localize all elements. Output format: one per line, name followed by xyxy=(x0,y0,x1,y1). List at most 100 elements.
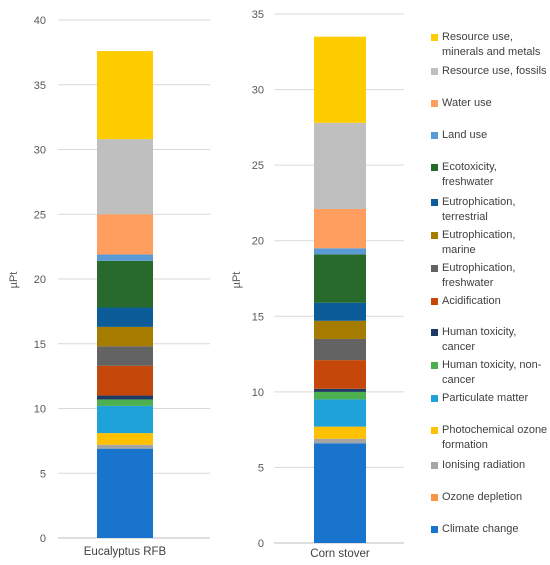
chart-panel-eucalyptus: 0 5 10 15 20 25 30 35 40 µPt Eucalyptus RFB xyxy=(8,15,210,558)
legend-label-line: Ionising radiation xyxy=(442,459,526,471)
y-tick-label: 35 xyxy=(252,9,264,21)
bar-segment-land-use xyxy=(97,254,153,261)
legend-label-line: Eutrophication, xyxy=(442,262,516,274)
y-tick-label: 5 xyxy=(258,462,264,474)
bar-segment-water-use xyxy=(314,208,366,249)
legend-label-line: cancer xyxy=(442,341,476,353)
legend-swatch xyxy=(431,34,438,41)
bar-segment-human-toxicity-cancer xyxy=(314,388,366,392)
y-tick-label: 15 xyxy=(34,339,46,351)
bar-segment-photochemical-ozone-formation xyxy=(97,433,153,445)
legend-swatch xyxy=(431,100,438,107)
legend-swatch xyxy=(431,265,438,272)
legend-swatch xyxy=(431,199,438,206)
legend-swatch xyxy=(431,164,438,171)
legend-label: Eutrophication, marine xyxy=(442,228,550,258)
legend-label-line: formation xyxy=(442,439,488,451)
bar-segment-eutrophication-marine xyxy=(314,320,366,339)
legend-label-line: Resource use, fossils xyxy=(442,65,547,77)
legend-label-line: terrestrial xyxy=(442,211,488,223)
bar-segment-climate-change xyxy=(314,443,366,543)
bar-segment-human-toxicity-cancer xyxy=(97,395,153,400)
bar-segment-resource-use-minerals-and-metals xyxy=(314,36,366,123)
bar-segment-human-toxicity-non-cancer xyxy=(314,391,366,400)
legend-label-line: Eutrophication, xyxy=(442,196,516,208)
bar-segment-eutrophication-freshwater xyxy=(314,338,366,361)
legend-swatch xyxy=(431,132,438,139)
legend-label-line: cancer xyxy=(442,374,476,386)
legend-label-line: minerals and metals xyxy=(442,46,541,58)
bar-segment-land-use xyxy=(314,248,366,255)
legend-label-line: Land use xyxy=(442,129,488,141)
legend-label-line: Climate change xyxy=(442,523,519,535)
bar-segment-acidification xyxy=(97,365,153,396)
y-tick-label: 0 xyxy=(40,533,46,545)
y-tick-label: 10 xyxy=(252,387,264,399)
legend-swatch xyxy=(431,526,438,533)
legend-label-line: Ecotoxicity, xyxy=(442,161,497,173)
y-tick-label: 5 xyxy=(40,468,46,480)
legend-label: Eutrophication, terrestrial xyxy=(442,195,550,225)
legend-label: Acidification xyxy=(442,294,550,309)
bar-segment-photochemical-ozone-formation xyxy=(314,426,366,439)
bar-segment-water-use xyxy=(97,214,153,255)
legend-label-line: Human toxicity, xyxy=(442,326,517,338)
legend-label: Human toxicity, non-cancer xyxy=(442,358,550,388)
bar-segment-ionising-radiation xyxy=(314,438,366,444)
legend-label: Land use xyxy=(442,128,550,143)
bar-segment-ecotoxicity-freshwater xyxy=(97,260,153,308)
y-tick-label: 25 xyxy=(252,160,264,172)
y-tick-label: 0 xyxy=(258,538,264,550)
chart-panel-corn-stover: 0 5 10 15 20 25 30 35 µPt Corn stover xyxy=(231,9,404,560)
y-axis-title: µPt xyxy=(231,272,243,289)
legend-label-line: freshwater xyxy=(442,176,494,188)
legend-label: Human toxicity, cancer xyxy=(442,325,550,355)
bar-segment-eutrophication-terrestrial xyxy=(314,302,366,321)
legend-label: Ozone depletion xyxy=(442,490,550,505)
legend-label: Climate change xyxy=(442,522,550,537)
legend-label: Ionising radiation xyxy=(442,458,550,473)
y-tick-label: 40 xyxy=(34,15,46,27)
bar-segment-resource-use-fossils xyxy=(314,122,366,209)
bar-segment-climate-change xyxy=(97,448,153,538)
legend-swatch xyxy=(431,362,438,369)
legend-label-line: Human toxicity, non- xyxy=(442,359,542,371)
legend-label: Eutrophication, freshwater xyxy=(442,261,550,291)
legend-label-line: Photochemical ozone xyxy=(442,424,548,436)
y-tick-label: 25 xyxy=(34,209,46,221)
bar-segment-ecotoxicity-freshwater xyxy=(314,254,366,303)
legend-swatch xyxy=(431,395,438,402)
y-tick-label: 10 xyxy=(34,404,46,416)
legend-label-line: Particulate matter xyxy=(442,392,529,404)
bar-segment-human-toxicity-non-cancer xyxy=(97,399,153,406)
legend-label: Resource use, minerals and metals xyxy=(442,30,550,60)
bar-segment-ionising-radiation xyxy=(97,444,153,449)
legend-label-line: Ozone depletion xyxy=(442,491,523,503)
y-tick-label: 20 xyxy=(252,236,264,248)
legend-swatch xyxy=(431,329,438,336)
legend-swatch xyxy=(431,427,438,434)
legend-swatch xyxy=(431,68,438,75)
y-tick-label: 30 xyxy=(34,145,46,157)
bar-segment-particulate-matter xyxy=(314,399,366,427)
bar-segment-acidification xyxy=(314,360,366,389)
legend-label: Ecotoxicity, freshwater xyxy=(442,160,550,190)
y-tick-label: 35 xyxy=(34,80,46,92)
legend-swatch xyxy=(431,232,438,239)
chart-legend: Resource use, minerals and metals Resource… xyxy=(426,0,550,565)
y-tick-label: 15 xyxy=(252,311,264,323)
y-tick-label: 30 xyxy=(252,85,264,97)
bar-segment-eutrophication-terrestrial xyxy=(97,307,153,327)
bar-segment-resource-use-minerals-and-metals xyxy=(97,51,153,140)
legend-swatch xyxy=(431,494,438,501)
legend-label: Particulate matter xyxy=(442,391,550,406)
legend-swatch xyxy=(431,298,438,305)
bar-segment-eutrophication-freshwater xyxy=(97,346,153,366)
legend-swatch xyxy=(431,462,438,469)
bar-segment-eutrophication-marine xyxy=(97,326,153,347)
y-tick-label: 20 xyxy=(34,274,46,286)
legend-label: Photochemical ozone formation xyxy=(442,423,550,453)
x-category-label: Corn stover xyxy=(310,548,370,560)
bar-segment-particulate-matter xyxy=(97,405,153,434)
